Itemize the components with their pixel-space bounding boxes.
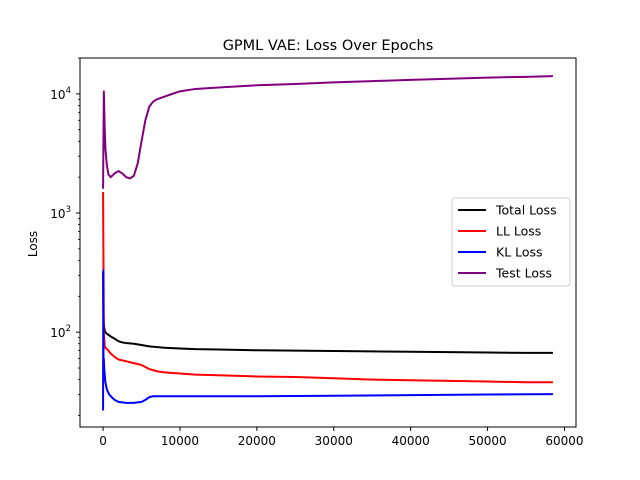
y-tick-exponent: 3 (66, 205, 71, 215)
plot-frame (79, 57, 577, 428)
y-tick-label: 103 (50, 205, 71, 221)
y-tick-label: 104 (50, 86, 71, 102)
series-line-test-loss (102, 75, 553, 189)
x-tick-label: 50000 (468, 434, 506, 448)
series-layer (102, 75, 553, 411)
legend: Total Loss LL Loss KL Loss Test Loss (451, 197, 571, 287)
legend-label: Test Loss (495, 266, 552, 281)
legend-label: LL Loss (496, 224, 541, 239)
series-line-ll-loss (102, 192, 553, 384)
legend-label: Total Loss (495, 203, 557, 218)
x-tick-label: 60000 (545, 434, 583, 448)
x-tick-label: 20000 (238, 434, 276, 448)
x-axis: 0 10000 20000 30000 40000 50000 60000 (99, 427, 584, 448)
y-tick-exponent: 4 (66, 86, 71, 96)
legend-label: KL Loss (496, 245, 543, 260)
y-tick-base: 10 (50, 207, 65, 221)
y-axis-label: Loss (26, 231, 40, 257)
series-line-kl-loss (102, 269, 553, 411)
x-tick-label: 40000 (392, 434, 430, 448)
x-tick-label: 10000 (161, 434, 199, 448)
x-tick-label: 0 (99, 434, 107, 448)
series-line-total-loss (102, 271, 553, 354)
x-tick-label: 30000 (315, 434, 353, 448)
y-tick-exponent: 2 (66, 324, 71, 334)
y-tick-label: 102 (50, 324, 71, 340)
y-tick-base: 10 (50, 88, 65, 102)
legend-box (451, 197, 571, 287)
chart-title: GPML VAE: Loss Over Epochs (223, 38, 434, 54)
y-tick-base: 10 (50, 326, 65, 340)
